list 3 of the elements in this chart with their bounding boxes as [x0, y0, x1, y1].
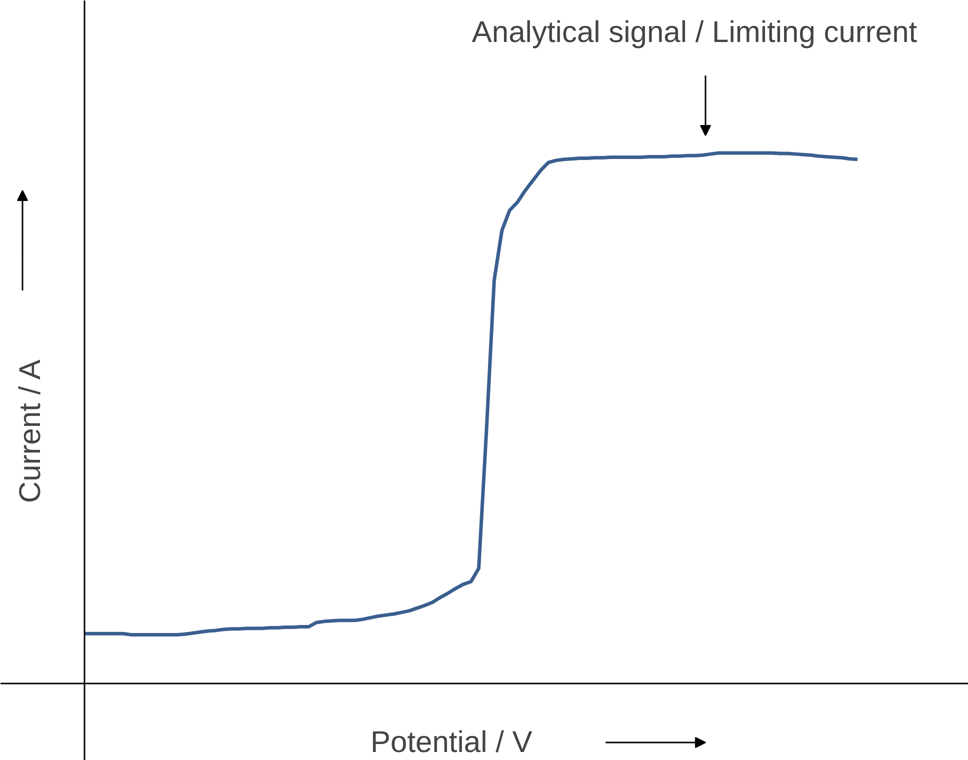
y-axis-title: Current / A [14, 360, 47, 504]
text: Analytical signal / Limiting current [472, 16, 918, 49]
x-axis-title: Potential / V [370, 726, 532, 759]
